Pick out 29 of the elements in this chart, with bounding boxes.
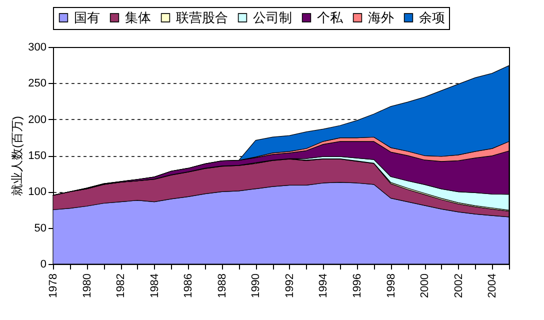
x-tick-label: 1986 <box>182 274 195 298</box>
x-tick-label: 2002 <box>452 274 465 298</box>
x-tick-label: 1998 <box>385 274 398 298</box>
y-tick-label: 50 <box>34 222 46 234</box>
legend-label: 公司制 <box>253 10 292 25</box>
y-tick-label: 200 <box>28 114 46 126</box>
y-tick-label: 300 <box>28 42 46 54</box>
x-tick-label: 1978 <box>48 274 60 298</box>
legend-label: 集体 <box>125 10 151 25</box>
legend-label: 余项 <box>419 10 445 25</box>
x-tick-label: 1990 <box>250 274 262 298</box>
legend-label: 海外 <box>368 10 394 25</box>
x-tick-label: 1980 <box>81 274 94 298</box>
x-tick-label: 1994 <box>318 274 330 298</box>
x-tick-label: 1992 <box>284 274 296 298</box>
y-tick-label: 0 <box>40 258 46 270</box>
y-tick-label: 100 <box>28 186 46 198</box>
x-tick-label: 1984 <box>148 274 161 298</box>
legend-label: 联营股合 <box>176 10 228 25</box>
x-tick-label: 1982 <box>115 274 128 298</box>
x-tick-label: 2004 <box>486 274 499 298</box>
y-tick-label: 250 <box>28 78 46 90</box>
y-tick-label: 150 <box>28 150 46 162</box>
legend-label: 国有 <box>74 10 100 25</box>
x-tick-label: 1988 <box>216 274 228 298</box>
legend-label: 个私 <box>317 10 344 25</box>
x-tick-label: 1996 <box>352 274 364 298</box>
y-axis-title: 就业人数(百万) <box>10 116 24 196</box>
x-tick-label: 2000 <box>419 274 432 298</box>
